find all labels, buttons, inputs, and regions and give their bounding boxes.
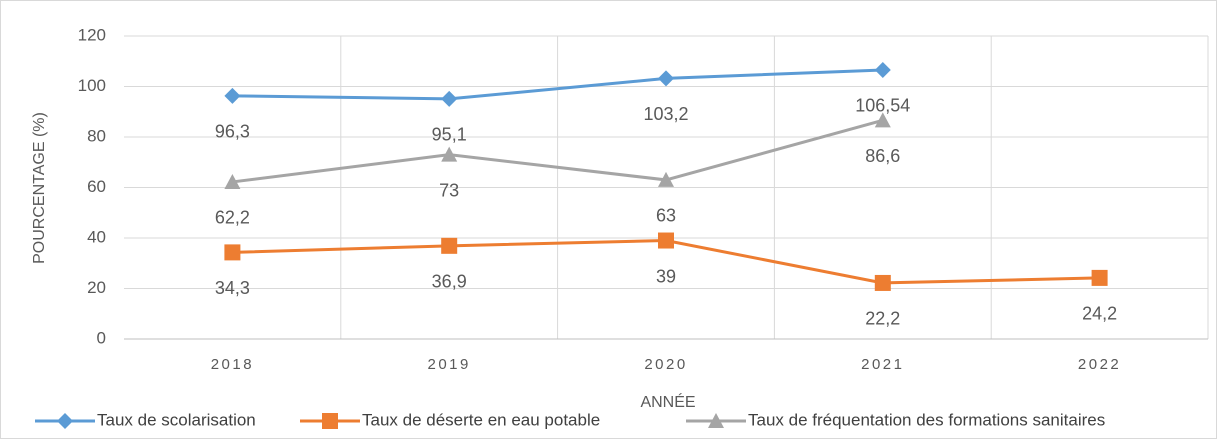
data-label: 95,1 [432, 125, 467, 145]
x-axis-title: ANNÉE [640, 392, 695, 411]
y-tick-label: 20 [87, 278, 106, 297]
data-label: 22,2 [865, 309, 900, 329]
x-tick-label: 2022 [1078, 356, 1121, 373]
x-tick-label: 2018 [211, 356, 254, 373]
data-point [441, 146, 458, 162]
data-label: 36,9 [432, 272, 467, 292]
legend-marker [322, 413, 338, 429]
y-axis-title: POURCENTAGE (%) [31, 112, 48, 264]
data-point [874, 274, 891, 291]
y-tick-label: 100 [78, 76, 106, 95]
legend-marker [708, 413, 724, 428]
y-tick-label: 60 [87, 177, 106, 196]
data-point [441, 237, 458, 254]
y-tick-label: 0 [97, 328, 106, 347]
data-label: 62,2 [215, 208, 250, 228]
data-label: 103,2 [643, 104, 688, 124]
data-label: 63 [656, 206, 676, 226]
x-tick-label: 2019 [428, 356, 471, 373]
y-tick-label: 80 [87, 126, 106, 145]
data-point [441, 90, 458, 107]
data-point [224, 87, 241, 104]
legend-label: Taux de fréquentation des formations san… [748, 410, 1105, 429]
data-label: 24,2 [1082, 304, 1117, 324]
data-point [874, 61, 891, 78]
y-tick-label: 40 [87, 227, 106, 246]
data-label: 73 [439, 180, 459, 200]
series-line [232, 68, 883, 101]
data-point [224, 173, 241, 189]
data-label: 86,6 [865, 146, 900, 166]
x-tick-label: 2021 [861, 356, 904, 373]
data-label: 39 [656, 266, 676, 286]
legend-label: Taux de déserte en eau potable [362, 410, 600, 429]
legend-marker [57, 413, 73, 429]
data-point [1091, 269, 1108, 286]
data-point [658, 70, 674, 87]
data-label: 106,54 [855, 96, 910, 116]
data-point [874, 112, 891, 128]
data-label: 34,3 [215, 278, 250, 298]
series-line [232, 118, 884, 184]
legend-label: Taux de scolarisation [97, 410, 256, 429]
y-tick-label: 120 [78, 25, 106, 44]
x-tick-label: 2020 [644, 356, 687, 373]
data-point [224, 244, 241, 261]
data-label: 96,3 [215, 122, 250, 142]
data-point [658, 232, 674, 249]
data-point [658, 171, 674, 187]
